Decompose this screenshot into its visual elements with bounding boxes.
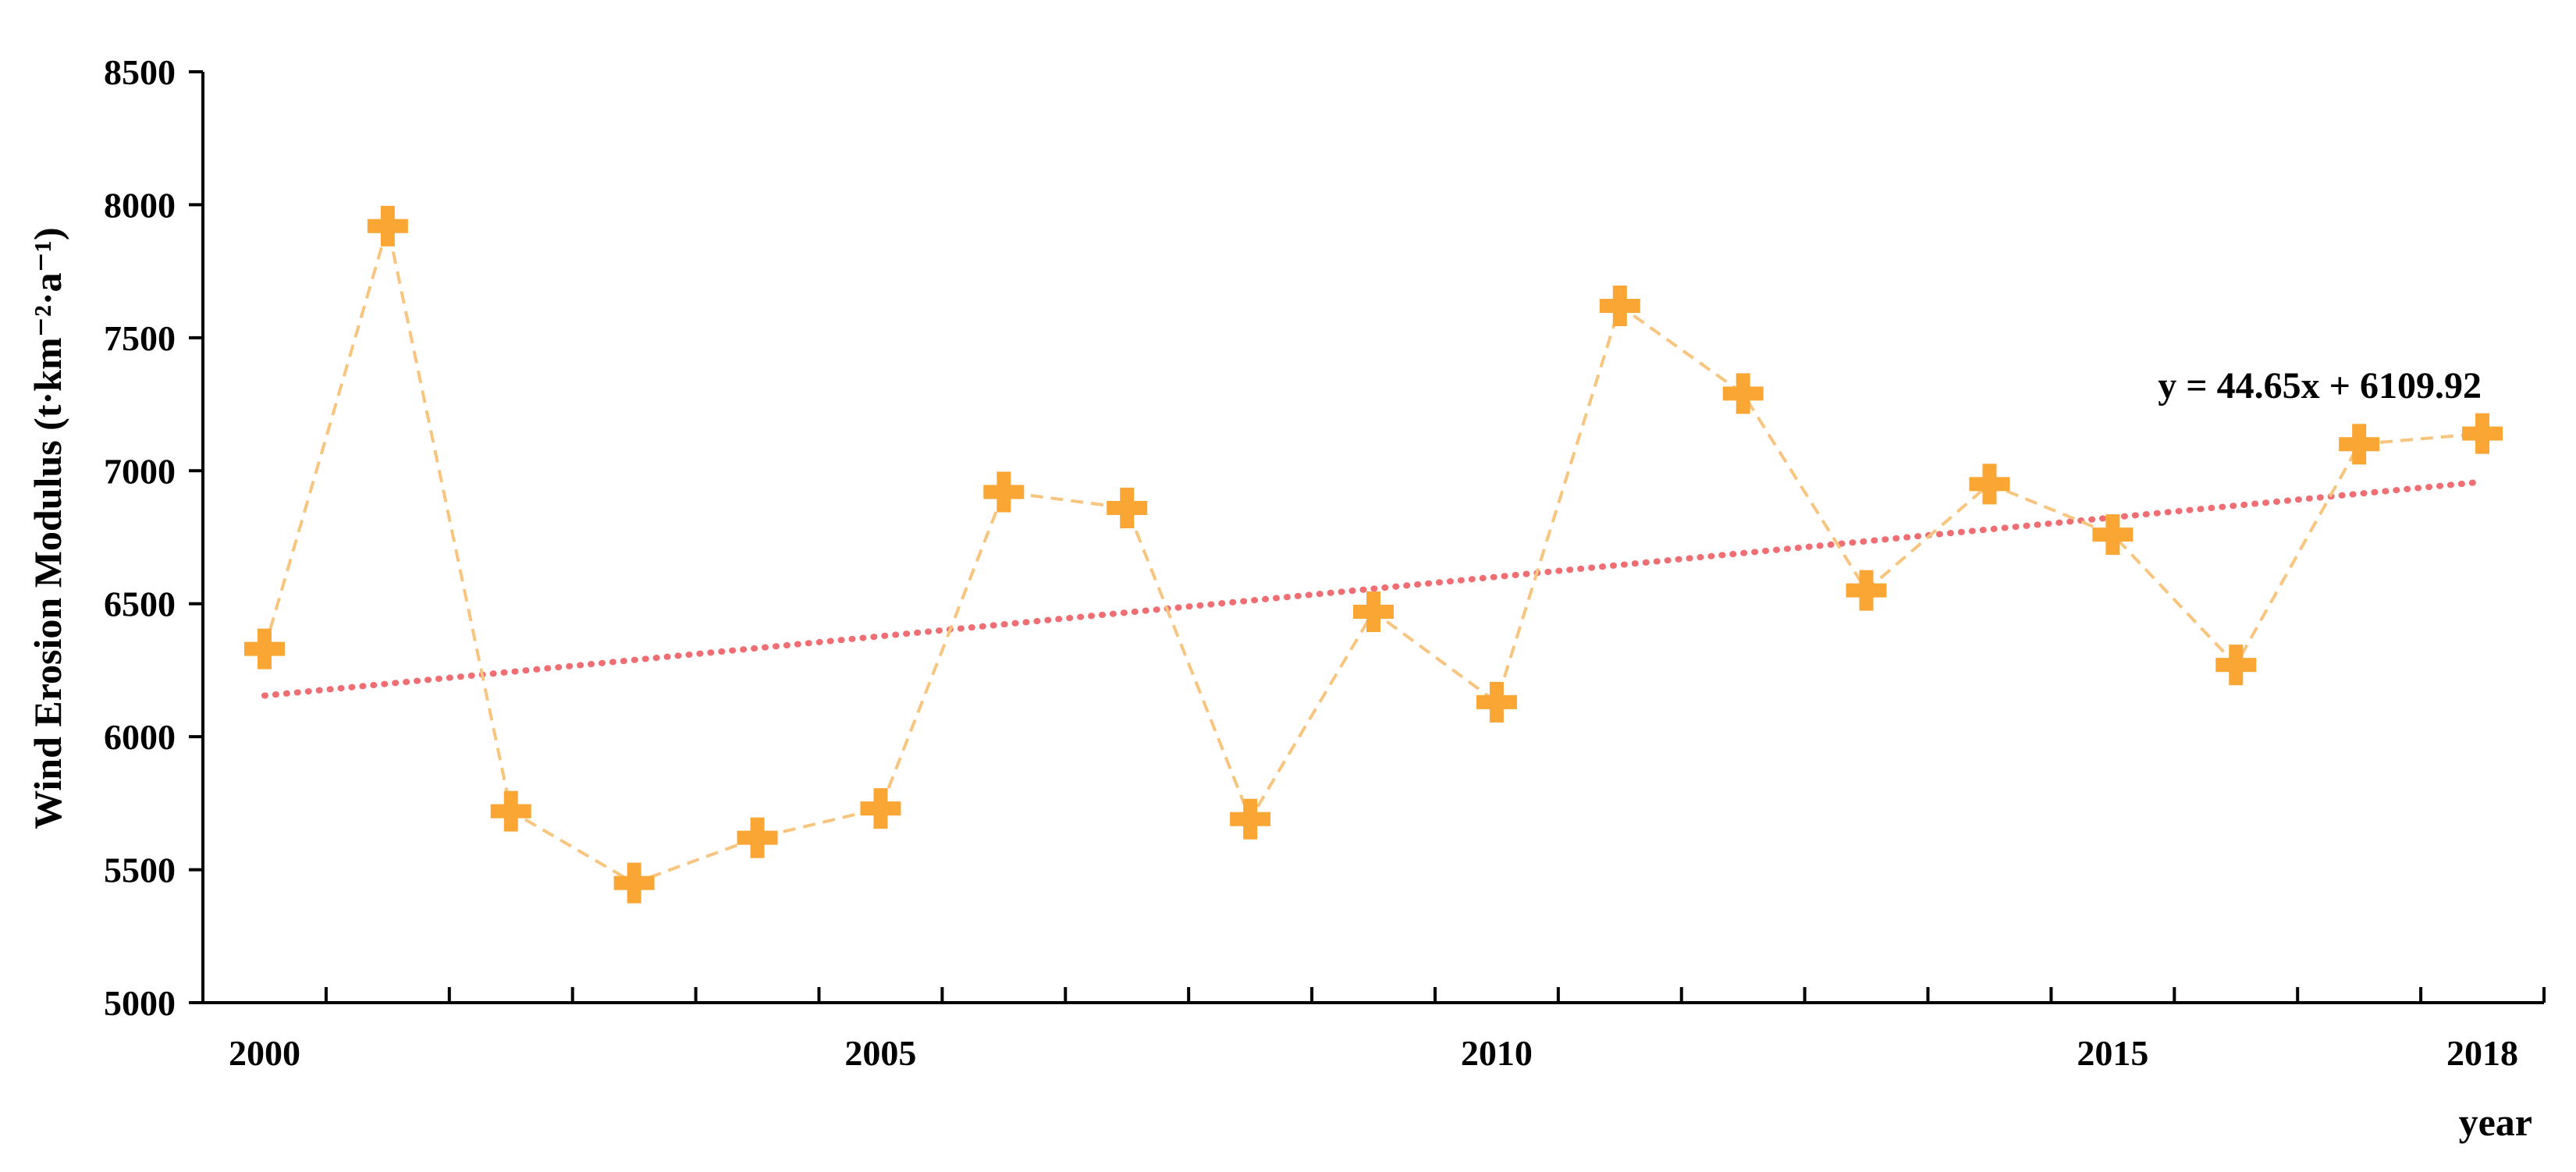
y-tick-label: 6500 [104,584,176,624]
series-layer [243,205,2503,904]
data-point-marker [983,471,1025,513]
data-point-marker [1353,591,1394,632]
x-tick-label: 2015 [2077,1033,2148,1073]
series-line [263,226,2483,885]
data-point-marker [1722,373,1764,414]
x-tick-label: 2000 [229,1033,300,1073]
y-tick-label: 6000 [104,717,176,757]
data-point-marker [1107,488,1148,529]
data-point-marker [490,790,531,832]
x-axis: 2000 2005 2010 2015 2018 [201,987,2546,1073]
y-axis-label: Wind Erosion Modulus (t·km⁻²·a⁻¹) [26,227,69,829]
data-point-marker [2092,514,2134,556]
trendline-equation: y = 44.65x + 6109.92 [2158,365,2482,407]
data-point-marker [1846,570,1887,611]
data-point-marker [860,788,901,829]
data-point-marker [2462,413,2503,454]
x-tick-label: 2010 [1461,1033,1533,1073]
y-axis: 5000 5500 6000 6500 7000 7500 8000 8500 [104,52,204,1023]
y-tick-label: 8000 [104,185,176,225]
x-tick-label: 2005 [844,1033,916,1073]
data-point-marker [2215,645,2257,686]
y-tick-label: 7500 [104,318,176,358]
y-tick-label: 8500 [104,52,176,92]
data-point-marker [243,628,285,669]
y-tick-label: 5500 [104,851,176,890]
data-point-marker [367,205,408,247]
data-point-marker [1969,463,2010,505]
x-tick-label: 2018 [2446,1033,2518,1073]
data-point-marker [1230,798,1271,840]
trendline-layer [261,478,2486,699]
y-tick-label: 5000 [104,983,176,1023]
data-point-marker [737,817,778,858]
trendline [261,478,2486,699]
data-point-marker [1599,285,1640,326]
data-point-marker [2339,424,2380,465]
data-point-marker [1476,681,1517,723]
x-axis-label: year [2459,1100,2532,1144]
y-tick-label: 7000 [104,451,176,491]
data-point-marker [613,862,655,904]
